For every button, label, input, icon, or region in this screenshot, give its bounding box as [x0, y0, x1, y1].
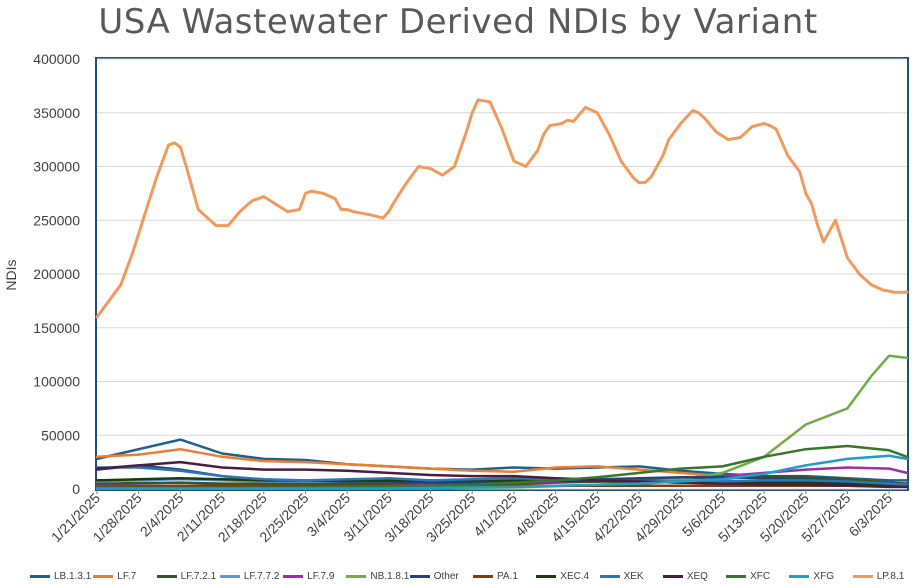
legend-label: XFC — [750, 571, 771, 582]
legend-swatch — [536, 574, 557, 578]
legend-item-xeq: XEQ — [662, 571, 708, 582]
legend-item-nb-1-8-1: NB.1.8.1 — [346, 571, 409, 582]
legend-item-lf-7-2-1: LF.7.2.1 — [156, 571, 217, 582]
legend-item-xfg: XFG — [789, 571, 834, 582]
y-axis-label: NDIs — [3, 259, 19, 290]
legend-item-xec-4: XEC.4 — [536, 571, 589, 582]
legend-item-pa-1: PA.1 — [473, 571, 518, 582]
legend-swatch — [662, 574, 683, 578]
legend-swatch — [346, 574, 367, 578]
legend-label: XEC.4 — [560, 571, 590, 582]
legend-swatch — [30, 574, 50, 578]
legend-label: LP.8.1 — [876, 571, 905, 582]
legend-swatch — [409, 574, 430, 578]
legend-label: XEK — [623, 571, 644, 582]
series-line-lp-8-1 — [95, 98, 909, 319]
legend: LB.1.3.1 LF.7 LF.7.2.1 LF.7.7.2 LF.7.9 NB.1.8… — [30, 571, 916, 586]
legend-item-lf-7-7-2: LF.7.7.2 — [219, 571, 280, 582]
legend-item-lf-7: LF.7 — [93, 571, 136, 582]
series-line-xfg — [95, 454, 909, 490]
legend-label: LF.7.9 — [307, 571, 335, 582]
plot-area-border — [95, 57, 909, 491]
y-tick-label: 0 — [72, 481, 80, 497]
y-tick-label: 150000 — [33, 320, 80, 336]
series-line-xec-4 — [95, 477, 909, 488]
legend-label: NB.1.8.1 — [370, 571, 410, 582]
y-tick-label: 350000 — [33, 105, 80, 121]
legend-item-xek: XEK — [599, 571, 644, 582]
y-tick-label: 200000 — [33, 266, 80, 282]
legend-swatch — [219, 574, 240, 578]
legend-item-other: Other — [409, 571, 459, 582]
legend-label: LF.7 — [117, 571, 137, 582]
legend-label: LB.1.3.1 — [54, 571, 92, 582]
chart-title: USA Wastewater Derived NDIs by Variant — [98, 2, 818, 42]
legend-item-xfc: XFC — [726, 571, 770, 582]
legend-swatch — [789, 574, 810, 578]
y-tick-label: 250000 — [33, 212, 80, 228]
series-line-xek — [95, 466, 909, 486]
legend-swatch — [852, 574, 873, 578]
legend-label: XEQ — [686, 571, 708, 582]
legend-item-lp-8-1: LP.8.1 — [852, 571, 905, 582]
y-tick-label: 50000 — [41, 427, 80, 443]
series-line-xeq — [95, 460, 909, 489]
y-tick-label: 400000 — [33, 51, 80, 67]
y-tick-label: 100000 — [33, 374, 80, 390]
legend-item-lf-7-9: LF.7.9 — [283, 571, 334, 582]
y-tick-label: 300000 — [33, 159, 80, 175]
legend-swatch — [726, 574, 747, 578]
legend-swatch — [283, 574, 304, 578]
legend-label: LF.7.7.2 — [243, 571, 280, 582]
legend-label: XFG — [813, 571, 834, 582]
legend-swatch — [599, 574, 620, 578]
legend-label: Other — [433, 571, 459, 582]
legend-item-lb-1-3-1: LB.1.3.1 — [30, 571, 91, 582]
legend-swatch — [473, 574, 493, 578]
legend-swatch — [156, 574, 177, 578]
x-tick-label: 4/1/2025 — [470, 490, 520, 540]
legend-label: LF.7.2.1 — [180, 571, 217, 582]
legend-label: PA.1 — [497, 571, 518, 582]
x-tick-label: 6/3/2025 — [845, 490, 895, 540]
legend-swatch — [93, 574, 114, 578]
